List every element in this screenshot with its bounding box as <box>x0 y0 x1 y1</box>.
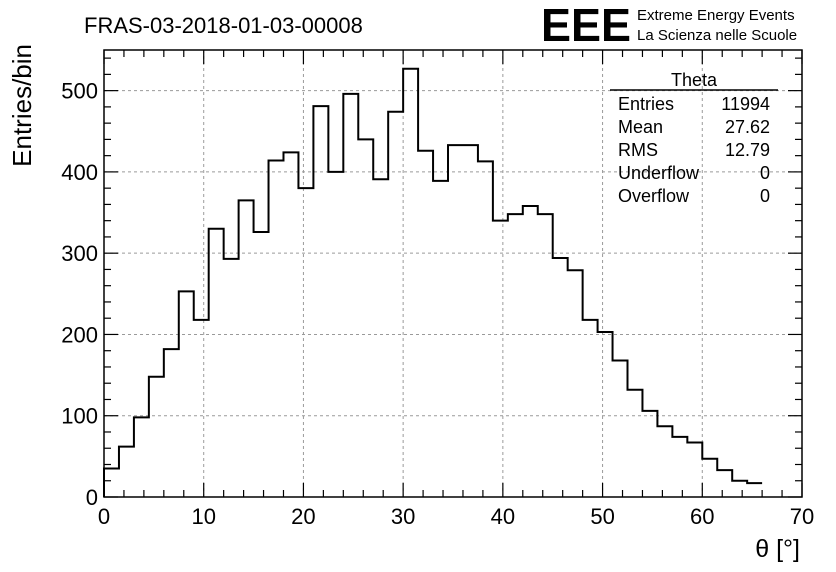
stats-row-label: Entries <box>618 94 674 114</box>
tick-labels: 0 10 20 30 40 50 60 70 0 100 200 300 400 500 <box>61 79 814 529</box>
logo-line-2: La Scienza nelle Scuole <box>637 27 797 44</box>
y-tick-label: 300 <box>61 241 98 266</box>
x-tick-label: 10 <box>191 504 215 529</box>
stats-box: Theta Entries 11994 Mean 27.62 RMS 12.79 Under… <box>610 70 778 206</box>
x-tick-label: 0 <box>98 504 110 529</box>
x-tick-label: 40 <box>491 504 515 529</box>
y-tick-label: 100 <box>61 404 98 429</box>
y-axis-label: Entries/bin <box>7 44 37 167</box>
stats-row-value: 12.79 <box>725 140 770 160</box>
x-tick-label: 30 <box>391 504 415 529</box>
y-tick-label: 500 <box>61 79 98 104</box>
logo-line-1: Extreme Energy Events <box>637 7 795 24</box>
eee-logo-mark: EEE <box>541 0 631 51</box>
x-tick-label: 50 <box>590 504 614 529</box>
x-axis-label: θ [°] <box>755 535 800 563</box>
stats-row-value: 27.62 <box>725 117 770 137</box>
x-tick-label: 70 <box>790 504 814 529</box>
x-tick-label: 20 <box>291 504 315 529</box>
stats-row-label: Overflow <box>618 186 690 206</box>
stats-row-value: 0 <box>760 163 770 183</box>
stats-row-label: Underflow <box>618 163 700 183</box>
stats-row-label: Mean <box>618 117 663 137</box>
stats-box-name: Theta <box>671 70 718 90</box>
stats-row-label: RMS <box>618 140 658 160</box>
y-tick-label: 400 <box>61 160 98 185</box>
x-tick-label: 60 <box>690 504 714 529</box>
y-tick-label: 0 <box>86 485 98 510</box>
histogram-outline <box>103 67 763 497</box>
chart-title: FRAS-03-2018-01-03-00008 <box>84 13 363 38</box>
grid-lines <box>104 50 802 497</box>
stats-row-value: 11994 <box>721 94 770 114</box>
y-tick-label: 200 <box>61 322 98 347</box>
plot-frame <box>103 49 803 498</box>
stats-row-value: 0 <box>760 186 770 206</box>
